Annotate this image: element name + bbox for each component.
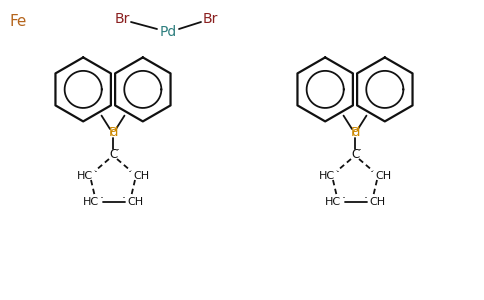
Text: CH: CH [133,171,149,181]
Text: Br: Br [114,12,130,26]
Text: HC: HC [77,171,93,181]
Text: ·: · [94,167,98,179]
Text: HC: HC [325,197,341,207]
Text: d: d [351,125,359,139]
Text: ·: · [342,193,346,206]
Text: ·: · [100,193,104,206]
Text: Pd: Pd [159,25,177,39]
Text: P: P [109,125,117,139]
Text: HC: HC [83,197,99,207]
Text: Br: Br [202,12,218,26]
Text: P: P [351,125,359,139]
Text: ·: · [128,167,132,179]
Text: Fe: Fe [9,14,27,29]
Text: HC: HC [319,171,335,181]
Text: CH: CH [369,197,385,207]
Text: C: C [351,148,359,160]
Text: d: d [109,125,117,139]
Text: ·: · [358,145,362,158]
Text: CH: CH [375,171,391,181]
Text: ·: · [364,193,368,206]
Text: CH: CH [127,197,143,207]
Text: ·: · [116,145,120,158]
Text: ·: · [122,193,126,206]
Text: ·: · [336,167,340,179]
Text: C: C [109,148,117,160]
Text: ·: · [370,167,374,179]
